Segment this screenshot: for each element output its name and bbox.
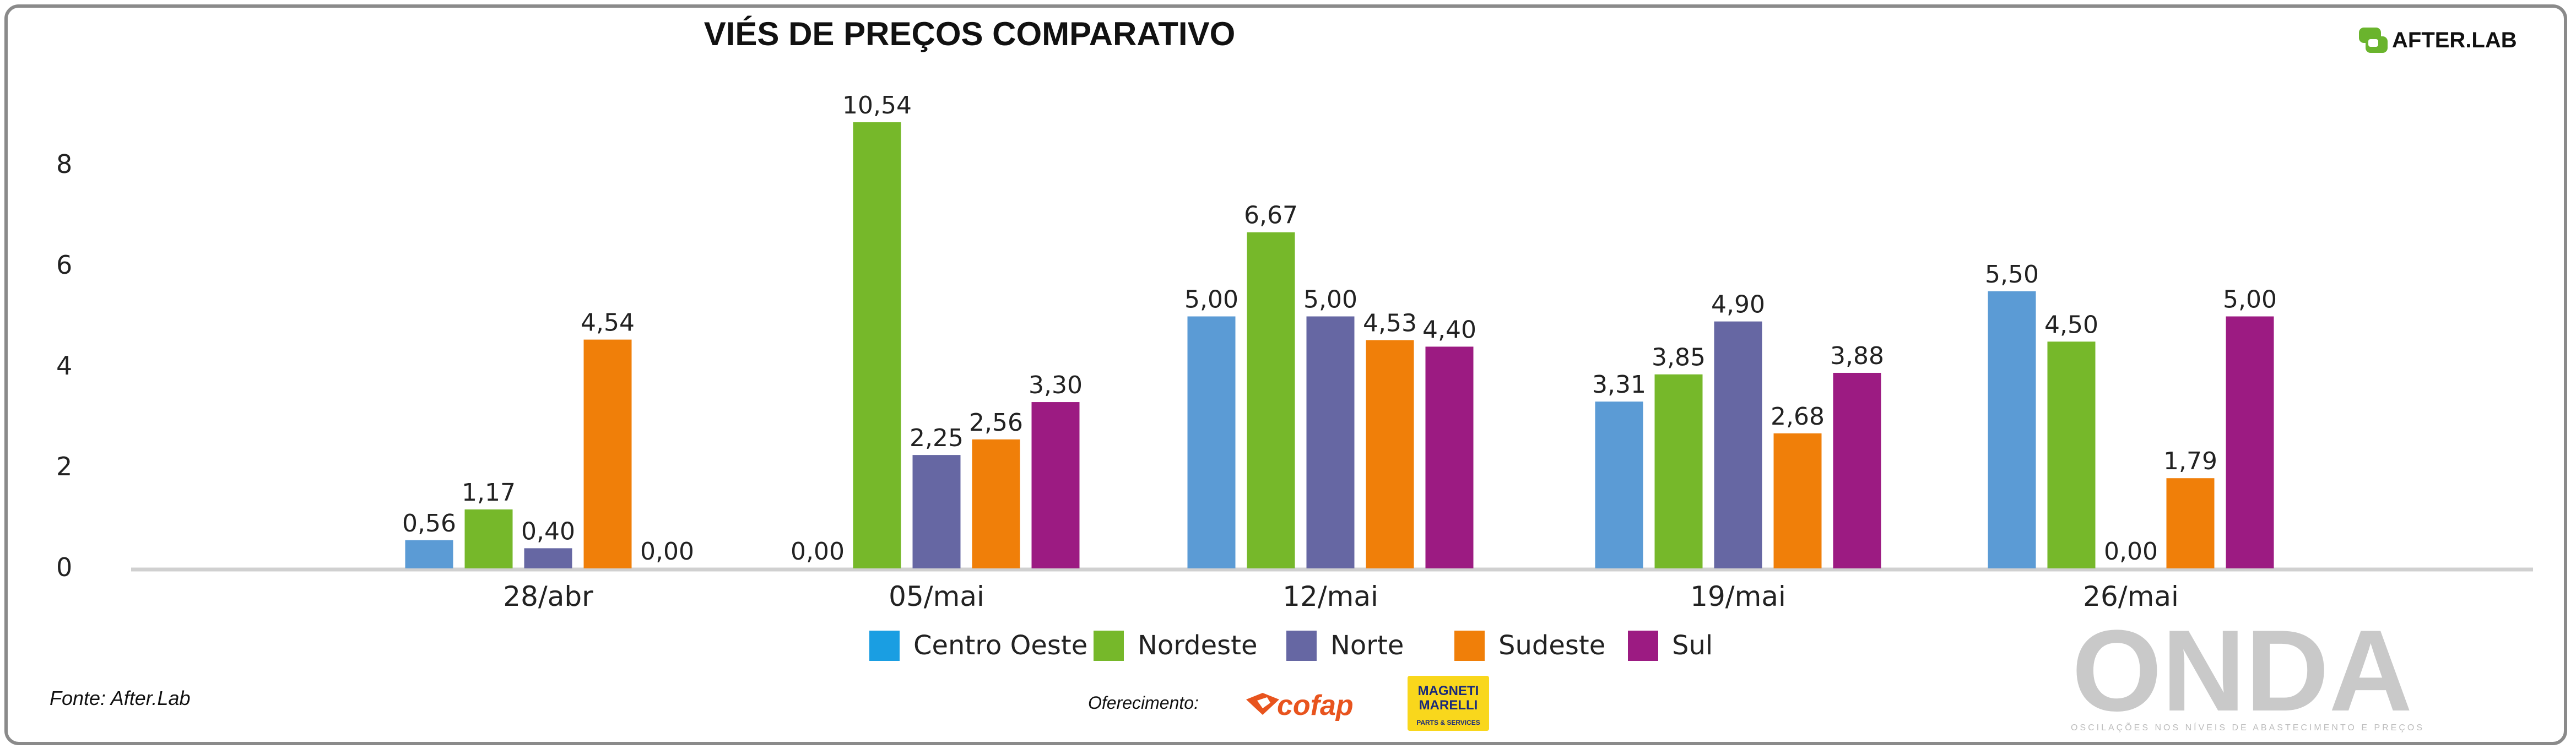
value-label-norte-19-mai: 4,90	[1711, 291, 1765, 319]
bar-sudeste-19-mai	[1773, 433, 1822, 568]
sponsor-label: Oferecimento:	[1088, 693, 1199, 713]
value-label-nordeste-19-mai: 3,85	[1652, 344, 1706, 372]
bars-group	[405, 122, 2274, 568]
x-tick-19-mai: 19/mai	[1690, 581, 1786, 612]
y-axis: 0 2 4 6 8	[56, 149, 72, 582]
bar-norte-05-mai	[912, 455, 961, 568]
value-label-centro-oeste-19-mai: 3,31	[1592, 371, 1646, 399]
magneti-marelli-logo: MAGNETI MARELLI PARTS & SERVICES	[1408, 676, 1489, 731]
value-label-centro-oeste-05-mai: 0,00	[791, 538, 845, 566]
legend-swatch-nordeste	[1094, 631, 1124, 661]
after-lab-logo-icon	[2359, 28, 2388, 53]
after-lab-logo: AFTER.LAB	[2359, 28, 2517, 53]
legend-swatch-sudeste	[1454, 631, 1485, 661]
value-label-sul-12-mai: 4,40	[1422, 316, 1476, 344]
bar-sudeste-26-mai	[2166, 478, 2215, 568]
value-label-centro-oeste-26-mai: 5,50	[1985, 261, 2039, 289]
legend-label-sudeste: Sudeste	[1498, 630, 1605, 661]
y-tick-0: 0	[56, 552, 72, 582]
magneti-marelli-line1: MAGNETI	[1418, 684, 1479, 698]
x-tick-12-mai: 12/mai	[1282, 581, 1378, 612]
legend-label-centro-oeste: Centro Oeste	[913, 630, 1087, 661]
bar-centro-oeste-28-abr	[405, 540, 453, 568]
value-label-norte-05-mai: 2,25	[910, 424, 964, 452]
value-label-norte-26-mai: 0,00	[2104, 538, 2158, 566]
value-label-sul-28-abr: 0,00	[640, 538, 694, 566]
bar-norte-12-mai	[1306, 316, 1355, 568]
value-label-sudeste-28-abr: 4,54	[581, 309, 635, 337]
cofap-logo-icon	[1246, 693, 1279, 715]
y-tick-4: 4	[56, 351, 72, 381]
cofap-brand-name: cofap	[1277, 690, 1354, 722]
legend-label-norte: Norte	[1330, 630, 1404, 661]
bar-nordeste-28-abr	[464, 509, 513, 568]
value-label-norte-12-mai: 5,00	[1303, 286, 1357, 314]
bar-centro-oeste-19-mai	[1595, 402, 1643, 568]
bar-sudeste-05-mai	[972, 439, 1020, 568]
value-label-sudeste-05-mai: 2,56	[969, 409, 1023, 437]
value-label-sul-05-mai: 3,30	[1029, 371, 1083, 399]
y-tick-8: 8	[56, 149, 72, 179]
bar-sudeste-28-abr	[583, 339, 632, 568]
y-tick-6: 6	[56, 250, 72, 280]
value-label-sudeste-12-mai: 4,53	[1363, 310, 1417, 338]
bar-nordeste-05-mai	[853, 122, 901, 568]
value-label-norte-28-abr: 0,40	[521, 517, 575, 545]
bar-sul-12-mai	[1425, 346, 1474, 568]
onda-tagline: OSCILAÇÕES NOS NÍVEIS DE ABASTECIMENTO E…	[2071, 722, 2425, 733]
value-label-nordeste-28-abr: 1,17	[462, 479, 516, 507]
cofap-logo: cofap	[1246, 690, 1354, 722]
magneti-marelli-line2: MARELLI	[1419, 698, 1478, 713]
onda-watermark: ONDA	[2072, 606, 2412, 735]
after-lab-brand-name: AFTER.LAB	[2392, 28, 2517, 52]
bar-sudeste-12-mai	[1366, 340, 1414, 568]
x-tick-05-mai: 05/mai	[889, 581, 984, 612]
legend-swatch-norte	[1286, 631, 1317, 661]
value-label-centro-oeste-12-mai: 5,00	[1184, 286, 1238, 314]
bar-norte-19-mai	[1714, 321, 1762, 568]
bar-sul-19-mai	[1833, 372, 1881, 568]
legend-label-sul: Sul	[1672, 630, 1713, 661]
bar-sul-05-mai	[1031, 402, 1080, 568]
bar-nordeste-26-mai	[2047, 341, 2096, 568]
value-label-sul-26-mai: 5,00	[2223, 286, 2277, 314]
bar-nordeste-19-mai	[1654, 374, 1703, 568]
x-axis: 28/abr 05/mai 12/mai 19/mai 26/mai	[503, 581, 2179, 612]
x-tick-26-mai: 26/mai	[2083, 581, 2179, 612]
legend-swatch-sul	[1628, 631, 1658, 661]
value-label-sudeste-26-mai: 1,79	[2163, 447, 2217, 475]
y-tick-2: 2	[56, 452, 72, 481]
source-note: Fonte: After.Lab	[50, 687, 190, 709]
magneti-marelli-line3: PARTS & SERVICES	[1416, 719, 1480, 726]
bar-centro-oeste-26-mai	[1988, 291, 2036, 568]
bar-nordeste-12-mai	[1247, 232, 1295, 568]
value-label-sudeste-19-mai: 2,68	[1771, 403, 1825, 431]
value-label-sul-19-mai: 3,88	[1830, 342, 1884, 370]
legend: Centro Oeste Nordeste Norte Sudeste Sul	[869, 630, 1713, 661]
bar-norte-28-abr	[524, 548, 572, 568]
legend-swatch-centro-oeste	[869, 631, 900, 661]
chart-title: VIÉS DE PREÇOS COMPARATIVO	[704, 15, 1236, 52]
value-label-centro-oeste-28-abr: 0,56	[402, 509, 456, 538]
value-label-nordeste-05-mai: 10,54	[842, 91, 912, 120]
data-labels-group: 0,56 0,00 5,00 3,31 5,50 1,17 10,54 6,67 3,85 4,5…	[402, 91, 2277, 566]
bar-sul-26-mai	[2226, 316, 2274, 568]
legend-label-nordeste: Nordeste	[1138, 630, 1258, 661]
bar-centro-oeste-12-mai	[1187, 316, 1236, 568]
value-label-nordeste-12-mai: 6,67	[1244, 202, 1298, 230]
x-tick-28-abr: 28/abr	[503, 581, 593, 612]
value-label-nordeste-26-mai: 4,50	[2044, 311, 2098, 339]
